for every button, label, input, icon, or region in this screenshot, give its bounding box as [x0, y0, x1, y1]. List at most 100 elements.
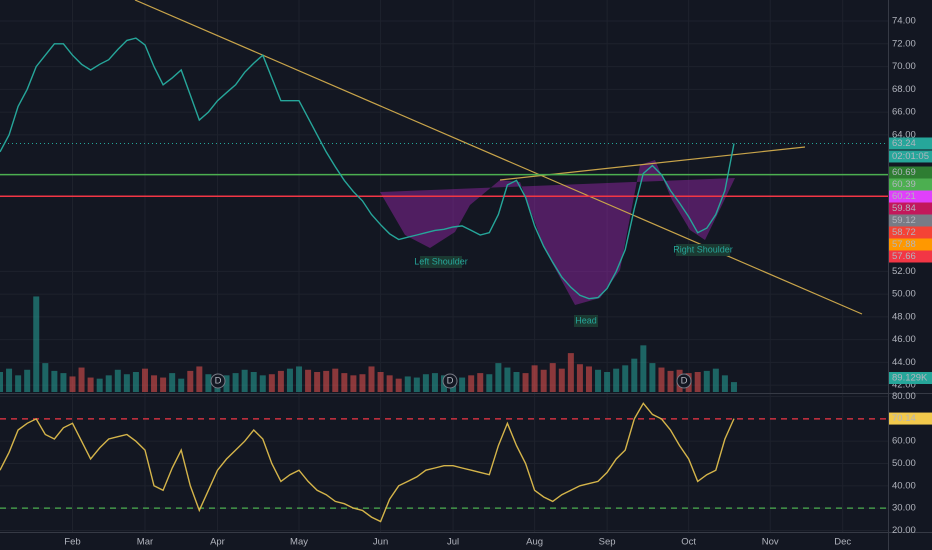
- volume-bar: [268, 374, 275, 392]
- volume-bar: [323, 370, 330, 392]
- volume-bar: [495, 363, 502, 392]
- dividend-marker: [442, 373, 458, 389]
- last-price-box: [889, 137, 932, 150]
- y-tick-label: 48.00: [892, 311, 916, 322]
- volume-bar: [259, 375, 266, 392]
- volume-bar: [404, 376, 411, 392]
- grid: [0, 0, 888, 532]
- price-label-box: [889, 190, 932, 203]
- volume-bar: [24, 369, 31, 392]
- volume-bar: [377, 372, 384, 392]
- volume-bar: [123, 374, 130, 392]
- price-label-box: [889, 178, 932, 191]
- volume-bar: [42, 363, 49, 392]
- volume-bar: [486, 374, 493, 392]
- volume-bar: [631, 358, 638, 392]
- volume-bar: [658, 367, 665, 392]
- volume-bar: [141, 368, 148, 392]
- volume-bar: [151, 375, 158, 392]
- axes: Feb Mar Apr May Jun Jul Aug Sep Oct Nov Dec 74.00 72…: [64, 16, 932, 548]
- x-tick-label: Oct: [681, 537, 696, 548]
- volume-bar: [6, 368, 13, 392]
- volume-bar: [223, 375, 230, 392]
- annotation-box: [676, 244, 730, 256]
- volume-bar: [96, 378, 103, 392]
- y-tick-label: 68.00: [892, 84, 916, 95]
- dividend-marker: [210, 373, 226, 389]
- volume-bar: [540, 369, 547, 392]
- volume-bar: [477, 373, 484, 392]
- volume-bar: [105, 375, 112, 392]
- volume-bar: [78, 367, 85, 392]
- volume-bar: [595, 369, 602, 392]
- dividend-markers: D D D: [210, 373, 692, 389]
- y-tick-label: 40.00: [892, 480, 916, 491]
- y-tick-label: 44.00: [892, 357, 916, 368]
- volume-bar: [232, 373, 239, 392]
- volume-bar: [250, 372, 257, 392]
- x-tick-label: Nov: [762, 537, 779, 548]
- price-label: 57.88: [892, 239, 916, 250]
- volume-bar: [332, 368, 339, 392]
- y-tick-label: 72.00: [892, 38, 916, 49]
- volume-label-box: [889, 372, 932, 384]
- volume-bar: [296, 366, 303, 392]
- volume-bar: [395, 378, 402, 392]
- annotation-box: [420, 256, 462, 268]
- y-tick-label: 30.00: [892, 503, 916, 514]
- volume-bar: [60, 373, 67, 392]
- volume-bar: [341, 373, 348, 392]
- volume-bar: [33, 296, 40, 392]
- y-tick-label: 64.00: [892, 129, 916, 140]
- volume-bar: [640, 345, 647, 392]
- volume-bar: [205, 374, 212, 392]
- price-label-box: [889, 214, 932, 227]
- x-tick-label: Aug: [526, 537, 543, 548]
- volume-bar: [314, 372, 321, 392]
- volume-bar: [694, 372, 701, 392]
- price-label-box: [889, 238, 932, 251]
- dividend-marker: [676, 373, 692, 389]
- annotation: Right Shoulder: [673, 244, 733, 254]
- volume-bar: [468, 375, 475, 392]
- volume-bar: [87, 377, 94, 392]
- y-tick-label: 46.00: [892, 334, 916, 345]
- x-tick-label: Feb: [64, 537, 80, 548]
- volume-bar: [359, 374, 366, 392]
- volume-bar: [649, 363, 656, 392]
- annotation: Left Shoulder: [414, 256, 468, 266]
- x-tick-label: Apr: [210, 537, 225, 548]
- volume-bar: [160, 377, 167, 392]
- volume-bar: [531, 365, 538, 392]
- annotation-box: [574, 315, 598, 327]
- volume-bar: [350, 375, 357, 392]
- y-tick-label: 42.00: [892, 380, 916, 391]
- volume-bar: [622, 365, 629, 392]
- volume-bar: [187, 370, 194, 392]
- price-line: [0, 37, 735, 300]
- y-tick-label: 66.00: [892, 107, 916, 118]
- volume-bar: [0, 372, 3, 392]
- volume-bar: [15, 375, 22, 392]
- dividend-label: D: [215, 376, 222, 387]
- volume-bar: [431, 373, 438, 392]
- volume-bar: [703, 370, 710, 392]
- y-tick-label: 50.00: [892, 458, 916, 469]
- y-tick-label: 74.00: [892, 16, 916, 27]
- annotation: Head: [575, 315, 597, 325]
- price-label: 60.69: [892, 167, 916, 178]
- volume-bar: [51, 370, 58, 392]
- y-tick-label: 70.00: [892, 61, 916, 72]
- price-label: 60.21: [892, 191, 916, 202]
- y-tick-label: 60.00: [892, 436, 916, 447]
- rsi-value: 70.14: [892, 413, 916, 424]
- volume-label: 89.129K: [892, 373, 928, 384]
- x-tick-label: Jul: [447, 537, 459, 548]
- volume-bar: [549, 363, 556, 392]
- price-label: 57.66: [892, 251, 916, 262]
- volume-bar: [422, 374, 429, 392]
- volume-bar: [459, 377, 466, 392]
- rsi-value-box: [889, 412, 932, 425]
- countdown: 02:01:05: [892, 151, 929, 162]
